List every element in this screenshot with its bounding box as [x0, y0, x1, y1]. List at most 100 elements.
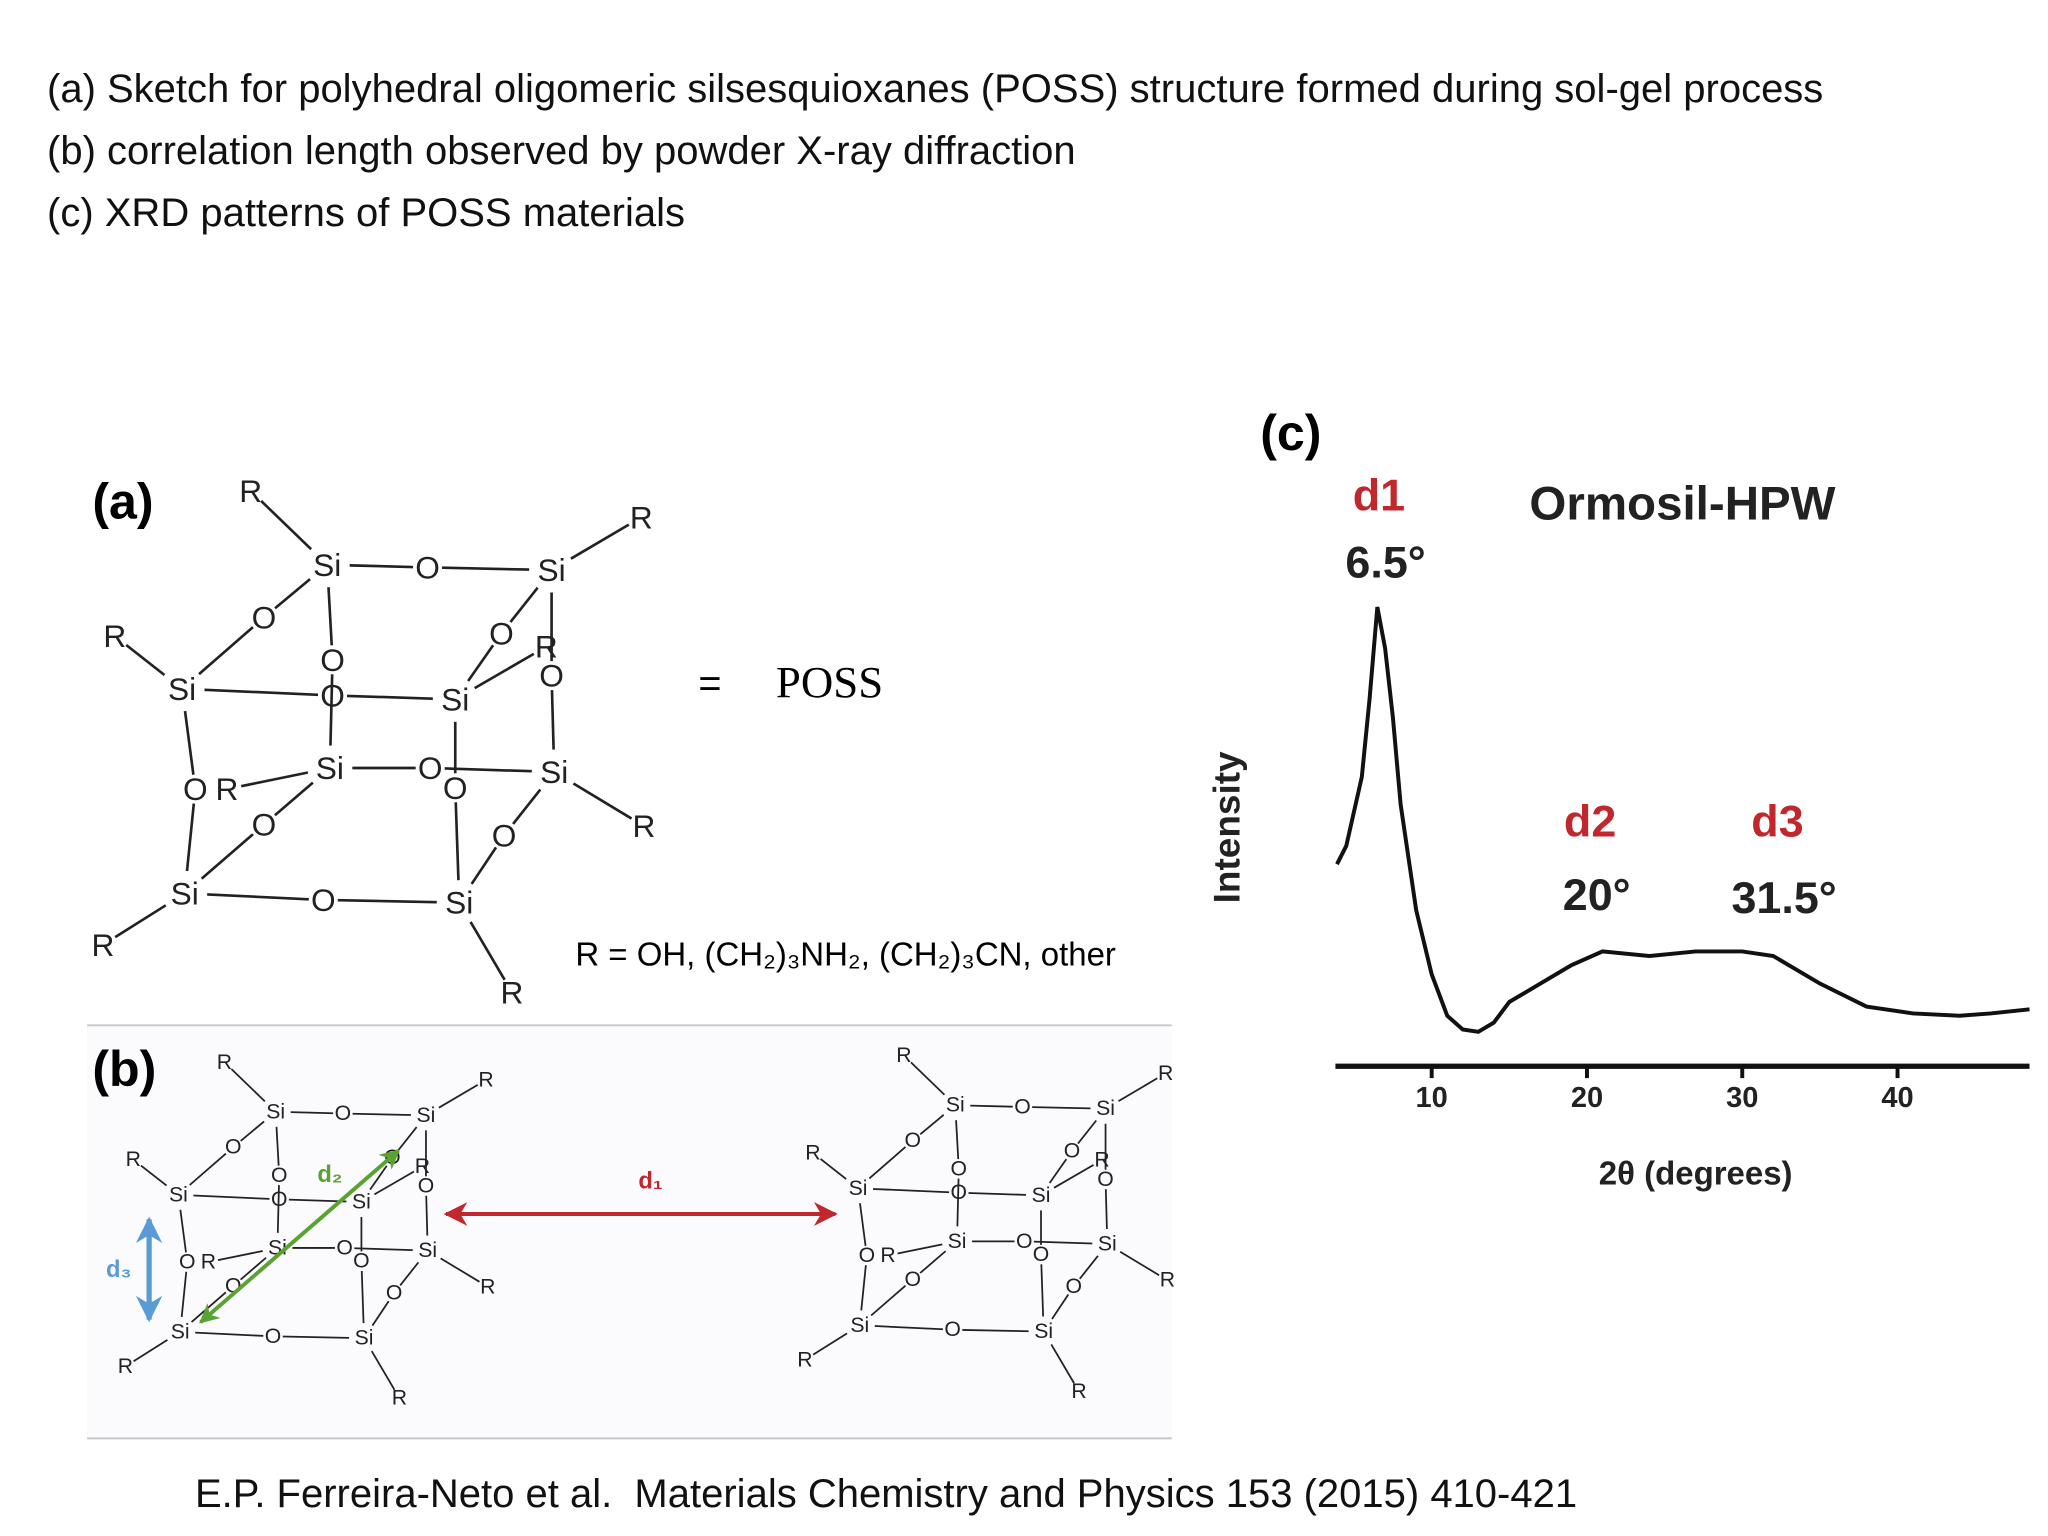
bond — [509, 586, 539, 623]
atom-label: Si — [171, 1320, 190, 1343]
bond — [444, 767, 532, 773]
y-axis-label: Intensity — [1207, 751, 1248, 903]
atom-label: O — [951, 1181, 968, 1204]
bond — [1051, 1294, 1070, 1320]
atom-label: O — [335, 1102, 351, 1125]
atom-label: O — [1065, 1275, 1082, 1298]
peak-angle: 6.5° — [1345, 537, 1425, 588]
bond — [337, 898, 437, 904]
bond — [860, 1265, 867, 1311]
bond — [474, 652, 535, 690]
bond — [572, 782, 633, 820]
bond — [274, 578, 311, 610]
bond — [570, 523, 630, 560]
atom-label: O — [492, 817, 517, 853]
bond — [897, 1243, 943, 1255]
bond — [290, 1111, 334, 1115]
bond — [955, 1120, 960, 1160]
bond — [962, 1329, 1029, 1333]
atom-label: Si — [169, 1183, 188, 1206]
bond — [820, 1158, 847, 1180]
bond — [1079, 1255, 1099, 1280]
bond — [469, 921, 506, 981]
x-axis-label: 2θ (degrees) — [1599, 1155, 1793, 1192]
peak-name: d3 — [1751, 795, 1803, 846]
bond — [1032, 1106, 1091, 1110]
atom-label: O — [418, 1175, 435, 1198]
atom-label: O — [271, 1164, 288, 1187]
atom-label: O — [905, 1129, 922, 1152]
bond — [1048, 1158, 1068, 1184]
panel-b-background — [87, 1026, 1172, 1439]
d3-label: d₃ — [106, 1256, 132, 1283]
bond — [919, 1250, 947, 1274]
atom-label: O — [443, 770, 468, 806]
atom-label: R — [201, 1251, 216, 1274]
bond — [347, 694, 433, 700]
bond — [470, 846, 498, 885]
equals: = — [698, 662, 721, 706]
atom-label: R — [880, 1244, 895, 1267]
bond — [874, 1325, 943, 1331]
x-tick-label: 20 — [1571, 1082, 1603, 1114]
bond — [282, 1335, 350, 1339]
bond — [1050, 1344, 1075, 1384]
atom-label: R — [217, 1051, 232, 1074]
bond — [114, 904, 167, 939]
atom-label: R — [1071, 1380, 1086, 1403]
atom-label: O — [320, 642, 345, 678]
atom-label: Si — [316, 750, 344, 786]
atom-label: R — [1160, 1269, 1175, 1292]
atom-label: Si — [849, 1177, 868, 1200]
atom-label: Si — [417, 1104, 436, 1127]
atom-label: O — [1097, 1168, 1114, 1191]
bond — [207, 893, 309, 901]
bond — [399, 1261, 420, 1286]
atom-label: O — [905, 1268, 922, 1291]
d1-label: d₁ — [638, 1168, 663, 1195]
bond — [425, 1195, 429, 1236]
panel-label: (a) — [92, 473, 153, 529]
bond — [870, 1285, 907, 1317]
header: (a) Sketch for polyhedral oligomeric sil… — [47, 58, 2012, 244]
atom-label: Si — [168, 671, 196, 707]
bond — [550, 690, 555, 750]
atom-label: R — [630, 499, 653, 535]
bond — [1077, 1119, 1097, 1145]
atom-label: O — [311, 882, 336, 918]
atom-label: O — [320, 677, 345, 713]
bond — [1104, 1189, 1108, 1229]
atom-label: Si — [850, 1314, 869, 1337]
atom-label: Si — [948, 1230, 967, 1253]
atom-label: R — [216, 771, 239, 807]
bond — [968, 1192, 1027, 1196]
atom-label: O — [386, 1282, 403, 1305]
bond — [183, 710, 195, 775]
atom-label: O — [179, 1251, 196, 1274]
atom-label: Si — [1032, 1184, 1051, 1207]
r-note: R = OH, (CH₂)₃NH₂, (CH₂)₃CN, other — [575, 936, 1116, 973]
atom-label: R — [118, 1355, 133, 1378]
atom-label: R — [392, 1387, 407, 1410]
atom-label: R — [415, 1155, 430, 1178]
atom-label: O — [1064, 1140, 1081, 1163]
bond — [204, 688, 319, 697]
atom-label: R — [1158, 1062, 1173, 1085]
peak-angle: 20° — [1563, 869, 1631, 920]
xrd-curve — [1335, 606, 2030, 1034]
bond — [230, 1068, 266, 1102]
x-tick-label: 30 — [1726, 1082, 1758, 1114]
peak-angle: 31.5° — [1731, 872, 1836, 923]
atom-label: Si — [1034, 1320, 1053, 1343]
atom-label: O — [183, 771, 208, 807]
bond — [919, 1114, 945, 1135]
bond — [1033, 1240, 1093, 1245]
atom-label: R — [1094, 1148, 1109, 1171]
atom-label: O — [489, 615, 514, 651]
atom-label: O — [265, 1325, 282, 1348]
atom-label: R — [805, 1141, 820, 1164]
bond — [327, 587, 334, 646]
